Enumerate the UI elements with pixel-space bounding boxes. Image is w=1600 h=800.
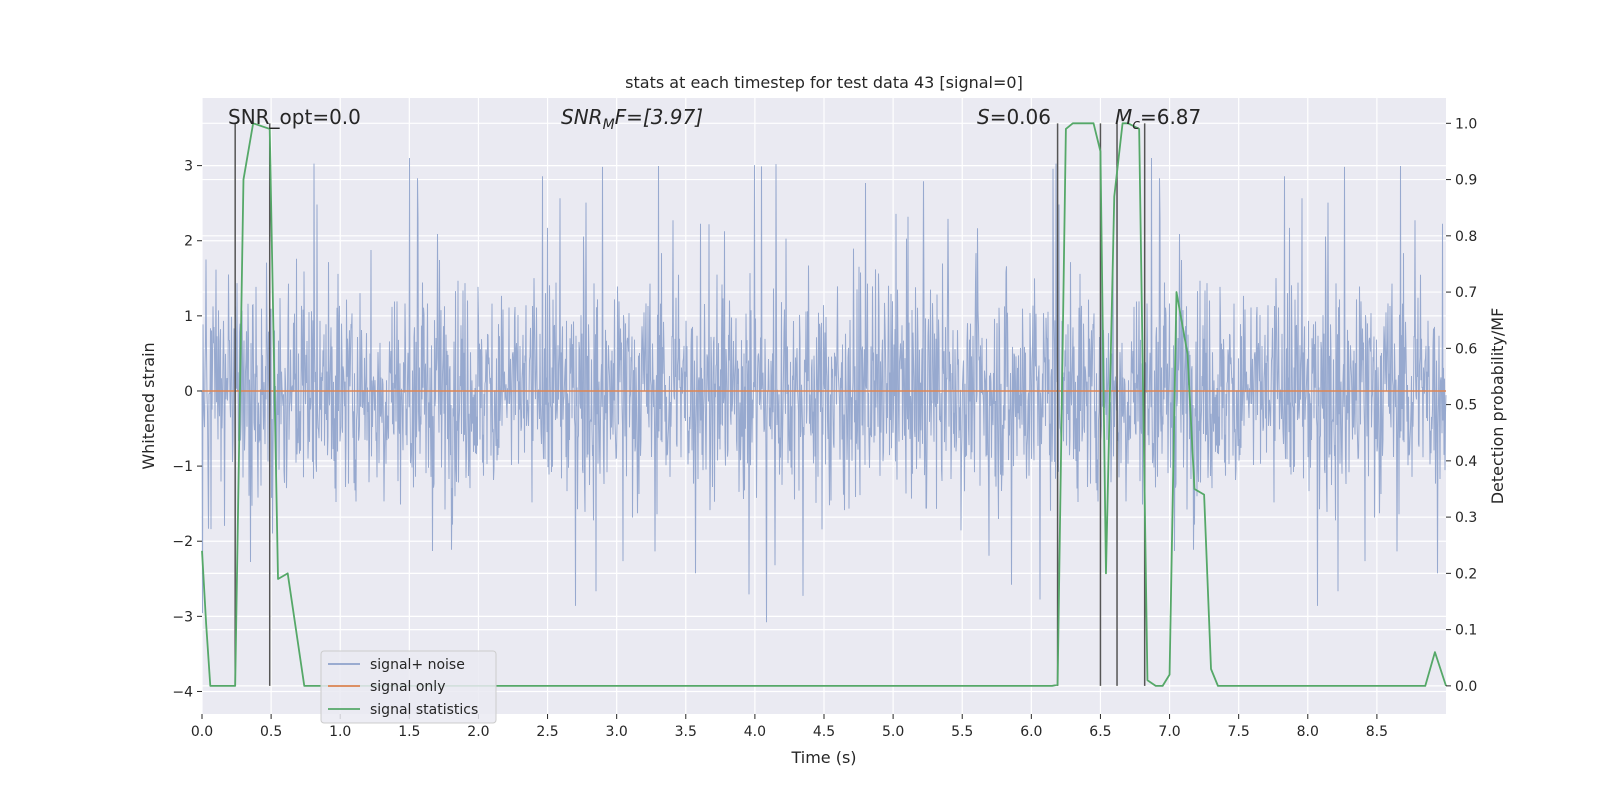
- y-right-tick-label: 0.6: [1455, 341, 1477, 357]
- legend-entry-noise: signal+ noise: [370, 657, 465, 673]
- mc-sub: c: [1132, 117, 1140, 133]
- y-tick-label: 2: [184, 234, 193, 250]
- y-right-tick-label: 0.4: [1455, 454, 1477, 470]
- snr-mf-sub: M: [603, 117, 615, 133]
- y-tick-label: 0: [184, 384, 193, 400]
- snr-mf-main: SNR: [561, 105, 603, 129]
- x-tick-label: 6.5: [1089, 724, 1111, 740]
- x-tick-label: 4.0: [744, 724, 766, 740]
- x-tick-label: 1.5: [398, 724, 420, 740]
- legend-entry-stats: signal statistics: [370, 702, 478, 718]
- x-tick-label: 0.0: [191, 724, 213, 740]
- legend: signal+ noise signal only signal statist…: [320, 650, 497, 724]
- s-main: S: [977, 105, 990, 129]
- snr-mf-annotation: SNRMF=[3.97]: [561, 105, 703, 133]
- x-tick-label: 6.0: [1020, 724, 1042, 740]
- x-tick-label: 1.0: [329, 724, 351, 740]
- x-tick-label: 7.0: [1158, 724, 1180, 740]
- y-right-tick-label: 0.3: [1455, 510, 1477, 526]
- s-rest: =0.06: [990, 105, 1051, 129]
- y-tick-label: 3: [184, 159, 193, 175]
- noise-line: [201, 158, 1447, 623]
- x-tick-label: 3.0: [606, 724, 628, 740]
- x-axis-ticks: 0.0 0.5 1.0 1.5 2.0 2.5 3.0 3.5 4.0 4.5 5.0 5.5 6.0 6…: [191, 714, 1388, 740]
- s-annotation: S=0.06: [977, 105, 1051, 129]
- y-axis-ticks: 3 2 1 0 −1 −2 −3 −4: [172, 159, 202, 700]
- mc-rest: =6.87: [1140, 105, 1201, 129]
- x-tick-label: 7.5: [1228, 724, 1250, 740]
- x-axis-label: Time (s): [790, 748, 856, 767]
- x-tick-label: 5.0: [882, 724, 904, 740]
- y-right-tick-label: 0.9: [1455, 173, 1477, 189]
- chart-title: stats at each timestep for test data 43 …: [625, 73, 1023, 92]
- y-tick-label: 1: [184, 309, 193, 325]
- y-right-tick-label: 0.1: [1455, 623, 1477, 639]
- snr-mf-rest: F=[3.97]: [615, 105, 703, 129]
- y-tick-label: −1: [172, 459, 193, 475]
- y-right-tick-label: 1.0: [1455, 116, 1477, 132]
- x-tick-label: 0.5: [260, 724, 282, 740]
- y-right-tick-label: 0.8: [1455, 229, 1477, 245]
- y-right-tick-label: 0.0: [1455, 679, 1477, 695]
- legend-box: [320, 650, 497, 724]
- x-tick-label: 4.5: [813, 724, 835, 740]
- y-right-tick-label: 0.7: [1455, 285, 1477, 301]
- y-tick-label: −2: [172, 534, 193, 550]
- mc-annotation: Mc=6.87: [1115, 105, 1201, 133]
- y-right-tick-label: 0.5: [1455, 398, 1477, 414]
- y-tick-label: −3: [172, 609, 193, 625]
- y-axis-label: Whitened strain: [139, 342, 158, 469]
- signal-noise-series: [201, 158, 1447, 623]
- y-right-axis-label: Detection probability/MF: [1488, 308, 1507, 505]
- x-tick-label: 2.0: [467, 724, 489, 740]
- mc-main: M: [1115, 105, 1132, 129]
- y-right-axis-ticks: 1.0 0.9 0.8 0.7 0.6 0.5 0.4 0.3 0.2 0.1 0.0: [1446, 116, 1477, 695]
- snr-opt-annotation: SNR_opt=0.0: [228, 105, 361, 129]
- y-right-tick-label: 0.2: [1455, 566, 1477, 582]
- x-tick-label: 8.5: [1366, 724, 1388, 740]
- y-tick-label: −4: [172, 684, 193, 700]
- x-tick-label: 2.5: [536, 724, 558, 740]
- x-tick-label: 3.5: [675, 724, 697, 740]
- signal-statistics-series: [201, 122, 1447, 687]
- x-tick-label: 5.5: [951, 724, 973, 740]
- legend-entry-signal: signal only: [370, 679, 445, 695]
- x-tick-label: 8.0: [1297, 724, 1319, 740]
- signal-statistics-line: [201, 122, 1447, 687]
